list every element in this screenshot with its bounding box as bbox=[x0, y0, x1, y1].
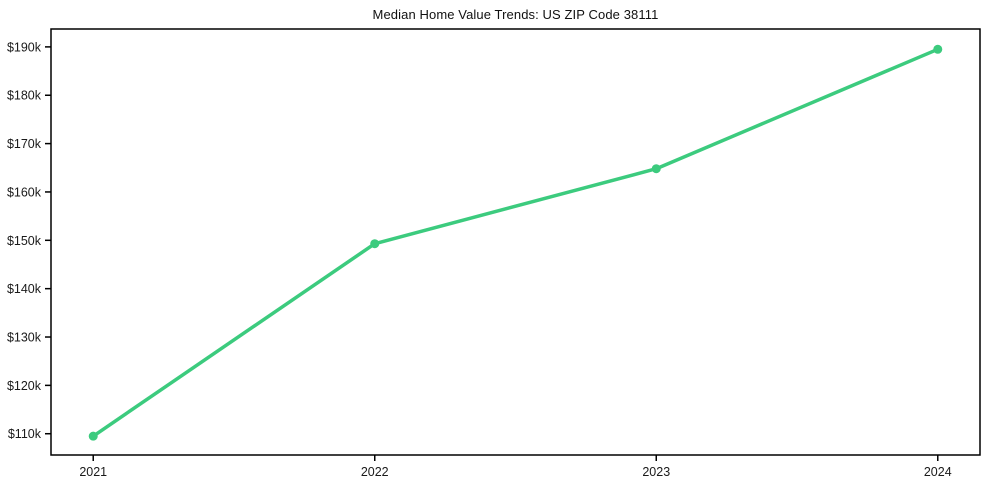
x-axis-tick-label: 2023 bbox=[642, 465, 670, 479]
data-point-marker bbox=[933, 44, 943, 54]
y-axis-tick-label: $180k bbox=[7, 89, 42, 103]
plot-frame bbox=[50, 28, 981, 456]
series-line bbox=[91, 47, 940, 438]
data-point-marker bbox=[651, 164, 661, 174]
chart-title: Median Home Value Trends: US ZIP Code 38… bbox=[372, 7, 659, 22]
y-axis-tick-label: $110k bbox=[8, 427, 42, 441]
y-axis-tick-label: $150k bbox=[7, 234, 42, 248]
x-axis-tick-label: 2024 bbox=[924, 465, 952, 479]
data-point-marker bbox=[88, 431, 98, 441]
data-point-marker bbox=[370, 239, 380, 249]
y-axis-tick-label: $190k bbox=[7, 40, 42, 54]
x-axis-tick-label: 2022 bbox=[361, 465, 389, 479]
y-axis-tick-label: $140k bbox=[7, 282, 42, 296]
y-axis-tick-label: $170k bbox=[7, 137, 42, 151]
x-axis-tick-label: 2021 bbox=[79, 465, 107, 479]
y-axis-tick-label: $130k bbox=[7, 331, 42, 345]
y-axis-tick-label: $120k bbox=[7, 379, 42, 393]
y-axis-tick-label: $160k bbox=[7, 185, 42, 199]
